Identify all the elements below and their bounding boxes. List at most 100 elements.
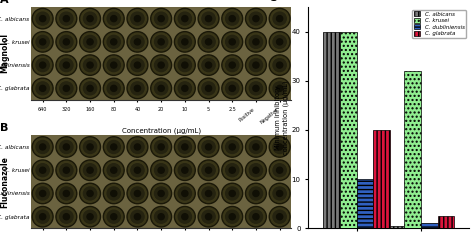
Circle shape (205, 144, 211, 150)
Circle shape (150, 77, 173, 99)
Circle shape (60, 164, 73, 177)
Circle shape (134, 190, 140, 196)
Circle shape (223, 208, 241, 226)
Circle shape (173, 54, 196, 76)
Circle shape (247, 10, 265, 27)
Circle shape (198, 8, 219, 29)
Circle shape (200, 185, 218, 202)
Circle shape (249, 210, 263, 223)
Circle shape (205, 190, 211, 196)
Circle shape (83, 187, 97, 200)
Circle shape (31, 136, 54, 158)
Circle shape (197, 182, 220, 205)
Circle shape (128, 79, 146, 97)
Circle shape (253, 85, 259, 91)
Circle shape (107, 140, 120, 154)
Circle shape (63, 144, 69, 150)
Circle shape (57, 10, 75, 27)
Circle shape (60, 59, 73, 72)
Text: A: A (0, 0, 8, 5)
Text: B: B (0, 123, 8, 134)
Circle shape (229, 190, 235, 196)
Circle shape (174, 183, 195, 204)
Circle shape (247, 161, 265, 179)
Circle shape (151, 55, 172, 75)
Circle shape (79, 206, 101, 228)
Circle shape (205, 62, 211, 68)
Circle shape (253, 144, 259, 150)
Circle shape (34, 56, 52, 74)
Circle shape (152, 185, 170, 202)
Circle shape (245, 206, 267, 228)
Circle shape (268, 159, 291, 181)
Circle shape (110, 214, 117, 220)
Circle shape (268, 136, 291, 158)
Circle shape (269, 206, 290, 227)
Circle shape (32, 32, 53, 52)
Circle shape (273, 12, 286, 25)
Circle shape (176, 161, 194, 179)
Circle shape (128, 10, 146, 27)
Circle shape (81, 138, 99, 156)
Circle shape (57, 208, 75, 226)
Y-axis label: Minimum inhibitory
concentration (μg/mL): Minimum inhibitory concentration (μg/mL) (275, 80, 289, 155)
Circle shape (151, 78, 172, 99)
Circle shape (276, 85, 283, 91)
Circle shape (56, 160, 77, 180)
Circle shape (80, 183, 100, 204)
Circle shape (131, 59, 144, 72)
Circle shape (126, 182, 149, 205)
Circle shape (55, 31, 78, 53)
Circle shape (176, 56, 194, 74)
Circle shape (249, 187, 263, 200)
Circle shape (173, 136, 196, 158)
Circle shape (226, 82, 239, 95)
Circle shape (173, 77, 196, 99)
Circle shape (32, 183, 53, 204)
Circle shape (158, 214, 164, 220)
Circle shape (105, 185, 123, 202)
Circle shape (83, 82, 97, 95)
Circle shape (178, 187, 191, 200)
Bar (323, 32, 340, 228)
Circle shape (55, 7, 78, 30)
Circle shape (150, 7, 173, 30)
Circle shape (155, 12, 168, 25)
Circle shape (81, 10, 99, 27)
Circle shape (269, 183, 290, 204)
Circle shape (253, 16, 259, 22)
Circle shape (197, 159, 220, 181)
Circle shape (247, 185, 265, 202)
Circle shape (221, 31, 244, 53)
Circle shape (110, 144, 117, 150)
Circle shape (268, 54, 291, 76)
Circle shape (31, 7, 54, 30)
Circle shape (87, 190, 93, 196)
Circle shape (128, 138, 146, 156)
Circle shape (32, 137, 53, 157)
Circle shape (226, 187, 239, 200)
Circle shape (39, 39, 46, 45)
Circle shape (173, 182, 196, 205)
Circle shape (56, 183, 77, 204)
Circle shape (102, 54, 125, 76)
Text: C: C (268, 0, 276, 3)
Circle shape (226, 35, 239, 48)
Circle shape (63, 85, 69, 91)
Circle shape (127, 137, 148, 157)
Circle shape (151, 160, 172, 180)
Circle shape (107, 12, 120, 25)
Circle shape (107, 59, 120, 72)
Circle shape (223, 10, 241, 27)
Circle shape (39, 144, 46, 150)
Circle shape (131, 164, 144, 177)
Circle shape (202, 35, 215, 48)
Circle shape (276, 16, 283, 22)
Circle shape (55, 159, 78, 181)
Text: Fluconazole: Fluconazole (0, 156, 9, 208)
Circle shape (152, 208, 170, 226)
Circle shape (127, 8, 148, 29)
Circle shape (178, 164, 191, 177)
Circle shape (223, 79, 241, 97)
Circle shape (249, 35, 263, 48)
